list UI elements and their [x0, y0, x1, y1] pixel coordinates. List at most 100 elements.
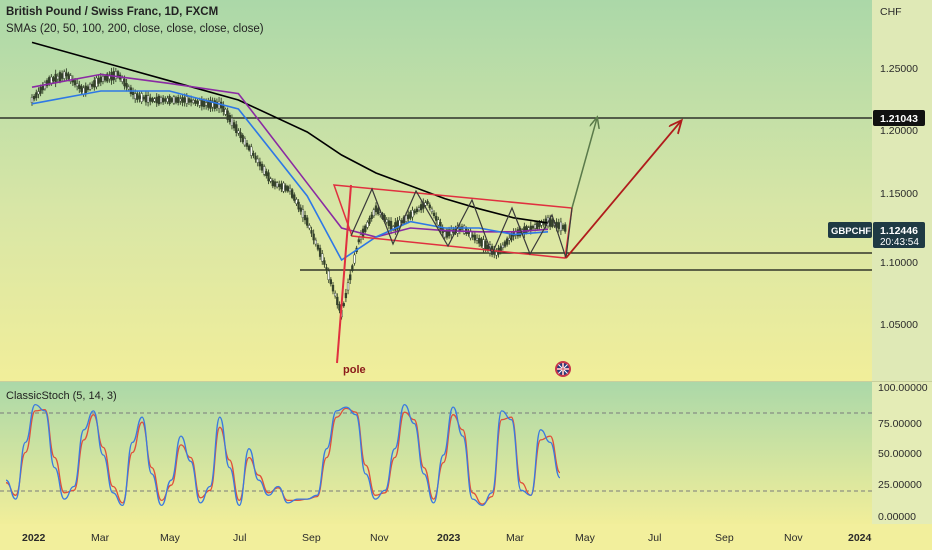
candle-body	[308, 225, 311, 229]
candle-body	[202, 100, 206, 107]
candle-body	[533, 224, 537, 229]
y-tick-label: 1.10000	[880, 257, 918, 269]
flag-channel[interactable]	[332, 184, 573, 259]
candle-body	[39, 87, 42, 94]
candle-body	[114, 71, 117, 79]
candle-body	[564, 224, 567, 232]
candle-body	[144, 94, 148, 103]
candle-body	[226, 110, 229, 120]
candle-body	[334, 292, 337, 297]
candle-body	[58, 72, 62, 82]
candle-body	[394, 222, 397, 231]
candle-body	[41, 85, 44, 91]
candle-body	[153, 98, 156, 102]
candle-body	[480, 238, 483, 247]
candle-body	[245, 142, 249, 147]
candle-body	[241, 134, 244, 142]
candle-body	[389, 220, 393, 231]
price-pane-background	[0, 0, 872, 381]
stoch-tick-label: 0.00000	[878, 511, 916, 523]
candle-body	[282, 182, 285, 192]
candle-body	[181, 97, 184, 103]
candle-body	[177, 97, 180, 103]
current-price-tag[interactable]: GBPCHF 1.12446 20:43:54	[828, 222, 925, 248]
candle-body	[321, 253, 324, 262]
candle-body	[106, 73, 109, 82]
candle-body	[463, 225, 466, 234]
candle-body	[303, 215, 307, 221]
candle-body	[447, 229, 451, 237]
projection-arrow-target[interactable]	[565, 121, 681, 259]
candle-body	[286, 186, 290, 192]
candle-body	[123, 78, 126, 87]
candle-body	[387, 220, 391, 226]
candle-body	[561, 225, 565, 230]
candle-body	[495, 251, 498, 256]
candle-body	[162, 97, 165, 103]
candle-body	[525, 226, 528, 234]
candle-body	[284, 185, 287, 191]
candle-body	[426, 200, 429, 204]
uk-flag-icon[interactable]	[555, 361, 571, 377]
candle-body	[409, 211, 412, 219]
candle-body	[557, 222, 560, 229]
candle-body	[237, 130, 240, 134]
candle-body	[136, 93, 139, 100]
candle-body	[159, 97, 163, 103]
candle-body	[417, 207, 421, 211]
y-tick-label: 1.20000	[880, 125, 918, 137]
candle-body	[84, 85, 87, 94]
candle-body	[344, 292, 348, 299]
candle-body	[295, 199, 298, 205]
currency-label: CHF	[880, 6, 902, 18]
symbol-title[interactable]: British Pound / Swiss Franc, 1D, FXCM	[6, 6, 219, 18]
candle-body	[342, 303, 345, 307]
candle-body	[428, 204, 431, 209]
candle-body	[224, 109, 227, 115]
candle-body	[293, 194, 296, 201]
candle-body	[140, 93, 143, 102]
x-tick-label: 2022	[22, 532, 46, 544]
candle-body	[194, 100, 197, 104]
candle-body	[73, 80, 77, 86]
candle-body	[185, 96, 188, 104]
flag-zigzag[interactable]	[350, 187, 573, 259]
candle-body	[172, 96, 176, 104]
x-tick-label: Mar	[506, 532, 525, 544]
candle-body	[415, 208, 419, 213]
candle-body	[538, 222, 541, 227]
candle-body	[364, 225, 367, 232]
candle-body	[86, 86, 90, 90]
y-tick-label: 1.25000	[880, 63, 918, 75]
candle-body	[529, 225, 532, 231]
candle-body	[121, 77, 124, 82]
flag-pole-line[interactable]	[336, 184, 352, 364]
candle-body	[385, 219, 388, 223]
candle-body	[486, 244, 489, 250]
resistance-level-tag[interactable]: 1.21043	[873, 110, 925, 126]
candle-body	[65, 72, 68, 77]
candle-body	[215, 101, 219, 108]
candle-body	[166, 97, 169, 103]
candle-body	[183, 97, 186, 103]
x-tick-label: May	[575, 532, 596, 544]
candle-body	[103, 76, 107, 81]
candle-body	[370, 214, 373, 219]
sma-legend[interactable]: SMAs (20, 50, 100, 200, close, close, cl…	[6, 23, 264, 35]
x-tick-label: Mar	[91, 532, 110, 544]
candle-body	[288, 187, 292, 192]
candle-body	[437, 219, 440, 226]
candle-body	[278, 184, 281, 188]
candle-body	[232, 122, 236, 129]
candle-body	[374, 205, 378, 213]
stoch-legend[interactable]: ClassicStoch (5, 14, 3)	[6, 390, 117, 402]
candle-body	[88, 83, 92, 90]
candle-body	[508, 237, 511, 241]
candle-body	[318, 247, 322, 257]
x-tick-label: 2024	[848, 532, 872, 544]
candle-body	[331, 284, 335, 292]
projection-arrow-up[interactable]	[571, 118, 597, 209]
candle-body	[131, 91, 135, 96]
candle-body	[93, 80, 96, 88]
